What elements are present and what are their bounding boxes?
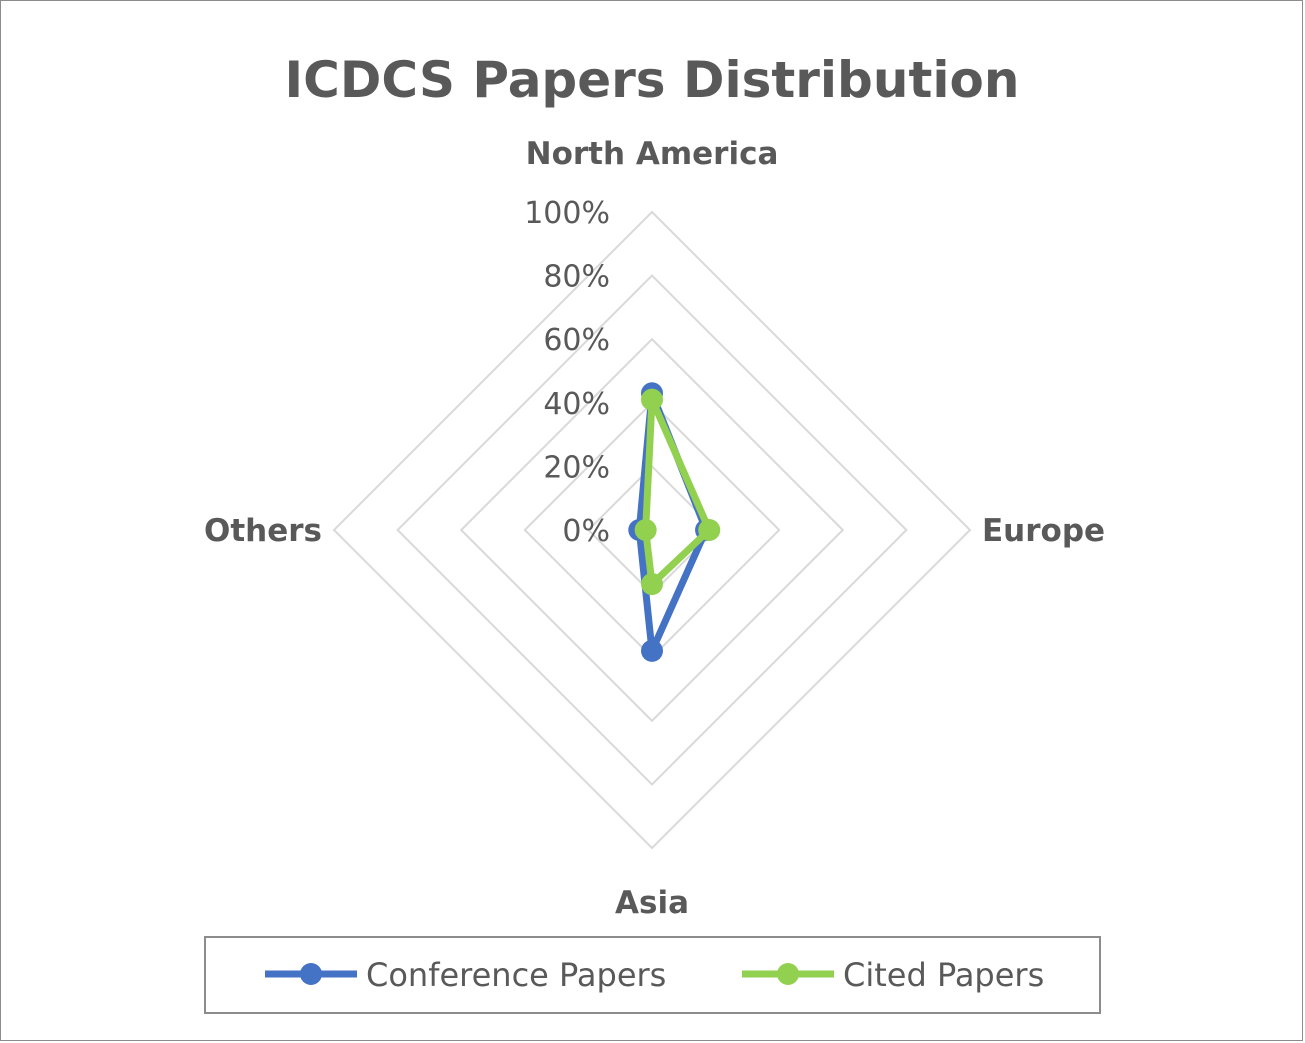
chart-title: ICDCS Papers Distribution <box>285 51 1020 109</box>
legend-marker <box>300 963 322 985</box>
data-point <box>641 573 663 596</box>
legend-label: Cited Papers <box>843 956 1044 994</box>
data-point <box>641 639 663 662</box>
data-point <box>634 519 657 541</box>
legend-marker <box>777 963 799 985</box>
category-label: Asia <box>615 885 689 921</box>
grid-ring <box>332 210 972 850</box>
grid-ring <box>396 274 908 786</box>
tick-label: 100% <box>524 196 610 231</box>
tick-label: 20% <box>543 450 610 485</box>
tick-label: 60% <box>543 323 610 358</box>
radial-tick-labels: 0% 20% 40% 60% 80% 100% <box>524 196 610 549</box>
legend-label: Conference Papers <box>366 956 666 994</box>
grid-ring <box>459 337 845 723</box>
legend: Conference Papers Cited Papers <box>204 936 1101 1014</box>
tick-label: 40% <box>543 387 610 422</box>
tick-label: 0% <box>562 514 610 549</box>
data-point <box>641 388 663 411</box>
series-layer <box>628 382 721 662</box>
category-labels: North America Europe Asia Others <box>204 136 1105 921</box>
data-point <box>698 519 721 541</box>
category-label: North America <box>526 136 779 172</box>
category-label: Others <box>204 513 322 549</box>
category-label: Europe <box>982 513 1105 549</box>
tick-label: 80% <box>543 260 610 295</box>
